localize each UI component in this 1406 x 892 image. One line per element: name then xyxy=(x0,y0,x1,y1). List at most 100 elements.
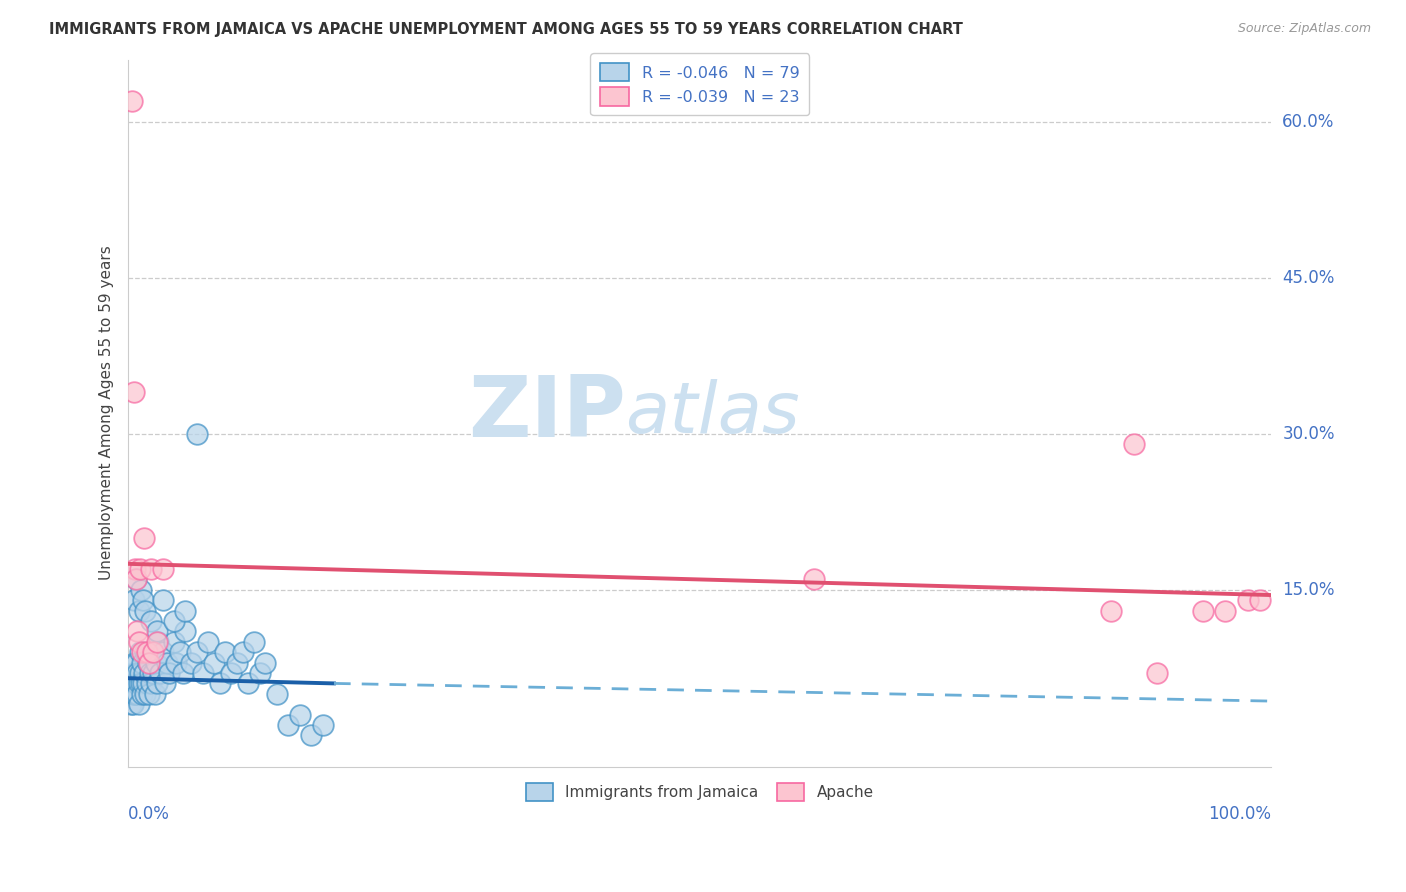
Point xyxy=(131,656,153,670)
Point xyxy=(156,656,179,670)
Point xyxy=(134,687,156,701)
Point xyxy=(134,531,156,545)
Point xyxy=(163,635,186,649)
Point xyxy=(122,593,145,607)
Point xyxy=(202,656,225,670)
Text: IMMIGRANTS FROM JAMAICA VS APACHE UNEMPLOYMENT AMONG AGES 55 TO 59 YEARS CORRELA: IMMIGRANTS FROM JAMAICA VS APACHE UNEMPL… xyxy=(49,22,963,37)
Point xyxy=(149,666,172,681)
Point xyxy=(131,687,153,701)
Point xyxy=(128,697,150,711)
Point xyxy=(128,635,150,649)
Point xyxy=(288,707,311,722)
Point xyxy=(121,94,143,108)
Point xyxy=(172,666,194,681)
Point xyxy=(243,635,266,649)
Point xyxy=(134,666,156,681)
Point xyxy=(146,635,169,649)
Point xyxy=(1249,593,1271,607)
Point xyxy=(165,656,187,670)
Point xyxy=(803,573,825,587)
Text: ZIP: ZIP xyxy=(468,372,626,455)
Text: 0.0%: 0.0% xyxy=(128,805,170,823)
Point xyxy=(152,562,174,576)
Point xyxy=(121,666,143,681)
Point xyxy=(152,593,174,607)
Point xyxy=(141,645,163,659)
Point xyxy=(139,676,162,690)
Point xyxy=(129,676,152,690)
Point xyxy=(127,624,149,639)
Point xyxy=(186,426,208,441)
Point xyxy=(139,614,162,628)
Point xyxy=(169,645,191,659)
Point xyxy=(145,656,167,670)
Point xyxy=(120,676,142,690)
Point xyxy=(122,656,145,670)
Point xyxy=(299,728,322,742)
Point xyxy=(225,656,247,670)
Point xyxy=(1123,437,1146,451)
Point xyxy=(121,687,143,701)
Point xyxy=(1099,604,1122,618)
Point xyxy=(186,645,208,659)
Point xyxy=(277,718,299,732)
Point xyxy=(219,666,242,681)
Point xyxy=(131,645,153,659)
Point xyxy=(1191,604,1213,618)
Point xyxy=(124,666,146,681)
Point xyxy=(1215,604,1237,618)
Point xyxy=(122,385,145,400)
Point xyxy=(214,645,236,659)
Point xyxy=(135,676,157,690)
Point xyxy=(254,656,277,670)
Point xyxy=(132,593,155,607)
Point xyxy=(135,645,157,659)
Point xyxy=(153,676,176,690)
Point xyxy=(180,656,202,670)
Text: 60.0%: 60.0% xyxy=(1282,113,1334,131)
Text: 15.0%: 15.0% xyxy=(1282,581,1334,599)
Point xyxy=(128,645,150,659)
Point xyxy=(163,614,186,628)
Point xyxy=(136,656,159,670)
Point xyxy=(238,676,260,690)
Point xyxy=(127,687,149,701)
Point xyxy=(124,676,146,690)
Point xyxy=(142,645,165,659)
Text: 45.0%: 45.0% xyxy=(1282,268,1334,287)
Point xyxy=(127,666,149,681)
Point xyxy=(121,676,143,690)
Point xyxy=(197,635,219,649)
Point xyxy=(139,666,162,681)
Point xyxy=(174,624,197,639)
Text: 30.0%: 30.0% xyxy=(1282,425,1334,443)
Point xyxy=(128,666,150,681)
Point xyxy=(138,656,160,670)
Y-axis label: Unemployment Among Ages 55 to 59 years: Unemployment Among Ages 55 to 59 years xyxy=(100,245,114,581)
Point xyxy=(128,562,150,576)
Point xyxy=(191,666,214,681)
Point xyxy=(174,604,197,618)
Point xyxy=(128,676,150,690)
Point xyxy=(208,676,231,690)
Point xyxy=(125,573,148,587)
Point xyxy=(143,687,166,701)
Point xyxy=(124,562,146,576)
Point xyxy=(266,687,288,701)
Point xyxy=(232,645,254,659)
Point xyxy=(128,604,150,618)
Point xyxy=(152,645,174,659)
Text: atlas: atlas xyxy=(626,378,800,448)
Legend: Immigrants from Jamaica, Apache: Immigrants from Jamaica, Apache xyxy=(517,775,882,808)
Text: 100.0%: 100.0% xyxy=(1208,805,1271,823)
Point xyxy=(142,666,165,681)
Text: Source: ZipAtlas.com: Source: ZipAtlas.com xyxy=(1237,22,1371,36)
Point xyxy=(146,635,169,649)
Point xyxy=(120,697,142,711)
Point xyxy=(249,666,271,681)
Point xyxy=(118,687,141,701)
Point xyxy=(125,676,148,690)
Point xyxy=(1146,666,1168,681)
Point xyxy=(146,624,169,639)
Point xyxy=(132,676,155,690)
